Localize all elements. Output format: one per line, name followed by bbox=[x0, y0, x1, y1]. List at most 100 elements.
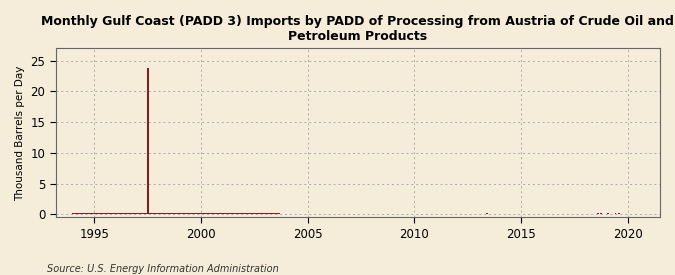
Bar bbox=[271, 213, 273, 214]
Bar bbox=[177, 213, 179, 214]
Bar bbox=[171, 213, 173, 214]
Bar bbox=[72, 213, 74, 214]
Bar bbox=[225, 213, 227, 214]
Bar bbox=[597, 213, 599, 214]
Bar bbox=[161, 213, 163, 214]
Bar bbox=[166, 213, 168, 214]
Bar bbox=[600, 213, 602, 214]
Bar bbox=[194, 213, 196, 214]
Bar bbox=[148, 213, 151, 214]
Bar bbox=[205, 213, 207, 214]
Bar bbox=[107, 213, 109, 214]
Bar bbox=[202, 213, 204, 214]
Bar bbox=[190, 213, 191, 214]
Bar bbox=[86, 213, 88, 214]
Bar bbox=[238, 213, 240, 214]
Bar bbox=[234, 213, 236, 214]
Bar bbox=[118, 213, 120, 214]
Bar bbox=[129, 213, 131, 214]
Bar bbox=[221, 213, 223, 214]
Bar bbox=[236, 213, 238, 214]
Bar bbox=[246, 213, 248, 214]
Bar bbox=[104, 213, 106, 214]
Bar bbox=[241, 213, 243, 214]
Bar bbox=[113, 213, 115, 214]
Bar bbox=[109, 213, 111, 214]
Bar bbox=[134, 213, 136, 214]
Bar bbox=[116, 213, 118, 214]
Bar bbox=[273, 213, 275, 214]
Bar bbox=[266, 213, 268, 214]
Bar bbox=[163, 213, 165, 214]
Bar bbox=[250, 213, 252, 214]
Bar bbox=[223, 213, 225, 214]
Bar bbox=[214, 213, 216, 214]
Bar bbox=[207, 213, 209, 214]
Bar bbox=[263, 213, 264, 214]
Bar bbox=[227, 213, 229, 214]
Bar bbox=[243, 213, 244, 214]
Bar bbox=[126, 213, 128, 214]
Bar bbox=[277, 213, 279, 214]
Bar bbox=[93, 213, 95, 214]
Bar bbox=[261, 213, 263, 214]
Bar bbox=[268, 213, 269, 214]
Bar bbox=[618, 213, 620, 214]
Bar bbox=[74, 213, 76, 214]
Bar bbox=[487, 213, 489, 214]
Bar bbox=[257, 213, 259, 214]
Bar bbox=[76, 213, 78, 214]
Bar bbox=[191, 213, 193, 214]
Bar bbox=[127, 213, 129, 214]
Bar bbox=[264, 213, 266, 214]
Bar bbox=[253, 213, 255, 214]
Bar bbox=[141, 213, 143, 214]
Bar bbox=[101, 213, 103, 214]
Bar bbox=[252, 213, 254, 214]
Bar bbox=[175, 213, 177, 214]
Bar bbox=[170, 213, 171, 214]
Bar bbox=[232, 213, 234, 214]
Bar bbox=[136, 213, 138, 214]
Bar bbox=[614, 213, 616, 214]
Bar bbox=[216, 213, 218, 214]
Bar bbox=[213, 213, 215, 214]
Bar bbox=[204, 213, 206, 214]
Bar bbox=[269, 213, 271, 214]
Bar bbox=[145, 213, 147, 214]
Bar bbox=[608, 213, 610, 214]
Bar bbox=[239, 213, 241, 214]
Bar bbox=[155, 213, 157, 214]
Bar bbox=[92, 213, 93, 214]
Bar bbox=[82, 213, 84, 214]
Bar bbox=[259, 213, 261, 214]
Bar bbox=[111, 213, 113, 214]
Bar bbox=[95, 213, 97, 214]
Bar bbox=[198, 213, 200, 214]
Bar bbox=[173, 213, 176, 214]
Bar bbox=[186, 213, 188, 214]
Bar bbox=[122, 213, 124, 214]
Bar bbox=[140, 213, 142, 214]
Bar bbox=[248, 213, 250, 214]
Bar bbox=[143, 213, 145, 214]
Bar bbox=[97, 213, 99, 214]
Bar bbox=[200, 213, 202, 214]
Bar bbox=[278, 213, 280, 214]
Bar bbox=[184, 213, 186, 214]
Bar bbox=[219, 213, 221, 214]
Bar bbox=[188, 213, 190, 214]
Bar bbox=[179, 213, 181, 214]
Bar bbox=[99, 213, 101, 214]
Text: Source: U.S. Energy Information Administration: Source: U.S. Energy Information Administ… bbox=[47, 264, 279, 274]
Bar bbox=[138, 213, 140, 214]
Bar bbox=[196, 213, 198, 214]
Title: Monthly Gulf Coast (PADD 3) Imports by PADD of Processing from Austria of Crude : Monthly Gulf Coast (PADD 3) Imports by P… bbox=[41, 15, 674, 43]
Y-axis label: Thousand Barrels per Day: Thousand Barrels per Day bbox=[15, 65, 25, 200]
Bar bbox=[193, 213, 195, 214]
Bar bbox=[106, 213, 108, 214]
Bar bbox=[180, 213, 182, 214]
Bar bbox=[78, 213, 79, 214]
Bar bbox=[165, 213, 167, 214]
Bar bbox=[84, 213, 86, 214]
